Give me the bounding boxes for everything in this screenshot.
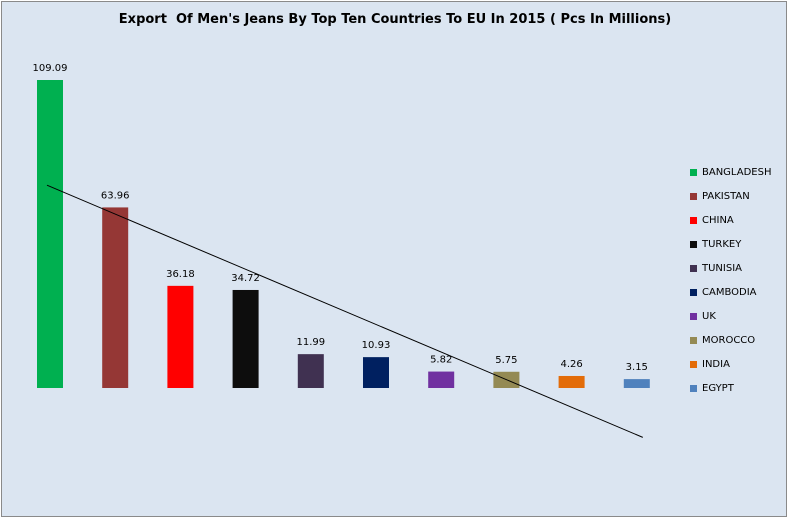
data-label-bangladesh: 109.09 — [33, 63, 68, 74]
legend-label: TUNISIA — [702, 262, 742, 274]
legend-swatch — [690, 288, 697, 296]
legend-swatch — [690, 336, 697, 344]
legend-label: CHINA — [702, 214, 734, 226]
data-label-india: 4.26 — [560, 359, 582, 370]
legend-item-india: INDIA — [690, 352, 771, 376]
legend-label: UK — [702, 310, 716, 322]
bar-egypt — [623, 379, 650, 388]
bar-india — [558, 375, 585, 388]
legend-label: BANGLADESH — [702, 166, 772, 178]
data-label-china: 36.18 — [166, 269, 195, 280]
legend-item-egypt: EGYPT — [690, 376, 771, 400]
legend-label: PAKISTAN — [702, 190, 750, 202]
bar-bangladesh — [37, 80, 63, 388]
data-label-uk: 5.82 — [430, 355, 452, 366]
bar-cambodia — [363, 357, 389, 388]
legend-item-cambodia: CAMBODIA — [690, 280, 771, 304]
legend-item-morocco: MOROCCO — [690, 328, 771, 352]
data-label-turkey: 34.72 — [231, 273, 260, 284]
bar-uk — [428, 371, 455, 388]
legend-item-china: CHINA — [690, 208, 771, 232]
legend-swatch — [690, 360, 697, 368]
bar-tunisia — [297, 354, 324, 388]
legend-item-pakistan: PAKISTAN — [690, 184, 771, 208]
legend-swatch — [690, 192, 697, 200]
legend-item-bangladesh: BANGLADESH — [690, 160, 771, 184]
legend-swatch — [690, 168, 697, 176]
legend-swatch — [690, 312, 697, 320]
legend-item-tunisia: TUNISIA — [690, 256, 771, 280]
data-label-morocco: 5.75 — [495, 355, 517, 366]
bar-pakistan — [102, 207, 129, 388]
bar-turkey — [232, 289, 259, 388]
legend: BANGLADESH PAKISTAN CHINA TURKEY TUNISIA CAMB… — [690, 160, 771, 400]
legend-label: MOROCCO — [702, 334, 756, 346]
legend-label: EGYPT — [702, 382, 734, 394]
legend-swatch — [690, 240, 697, 248]
data-label-egypt: 3.15 — [626, 362, 648, 373]
legend-label: TURKEY — [702, 238, 742, 250]
bar-china — [167, 285, 194, 388]
legend-swatch — [690, 216, 697, 224]
legend-item-uk: UK — [690, 304, 771, 328]
legend-label: INDIA — [702, 358, 730, 370]
data-label-pakistan: 63.96 — [101, 190, 130, 201]
chart-title: Export Of Men's Jeans By Top Ten Countri… — [118, 12, 672, 27]
trendline — [46, 184, 643, 438]
legend-label: CAMBODIA — [702, 286, 757, 298]
legend-swatch — [690, 384, 697, 392]
data-label-tunisia: 11.99 — [296, 337, 325, 348]
legend-item-turkey: TURKEY — [690, 232, 771, 256]
data-label-cambodia: 10.93 — [362, 340, 391, 351]
legend-swatch — [690, 264, 697, 272]
